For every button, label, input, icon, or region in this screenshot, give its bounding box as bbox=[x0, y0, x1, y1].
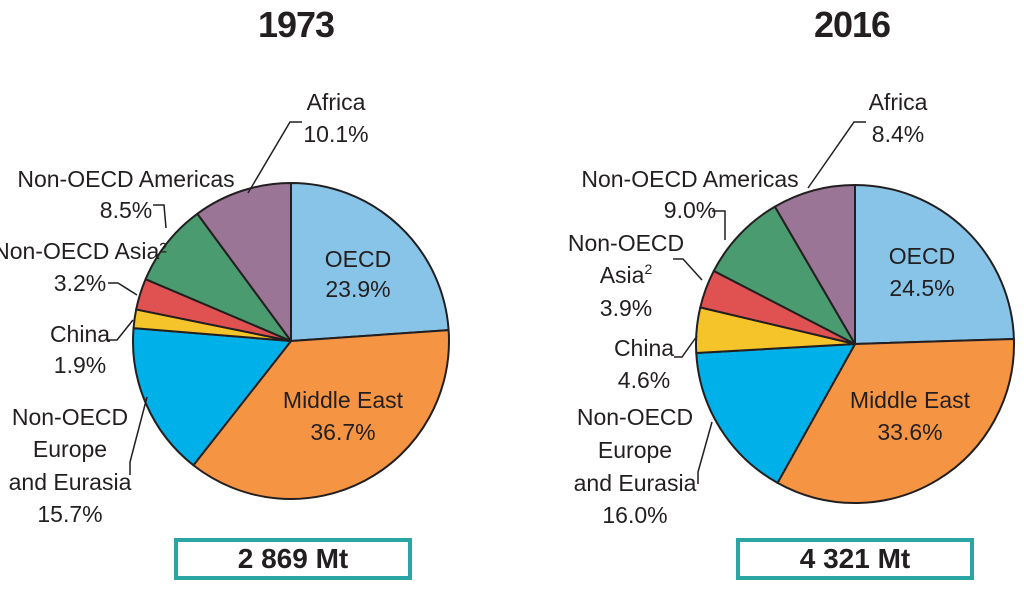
slice-label-non-oecd-europe-line3-2016: and Eurasia bbox=[574, 470, 697, 496]
leader-china-1973 bbox=[107, 319, 134, 341]
chart-title-1973: 1973 bbox=[257, 4, 335, 45]
slice-label-africa-2016: Africa bbox=[869, 89, 928, 115]
slice-value-non-oecd-americas-1973: 8.5% bbox=[100, 197, 152, 223]
pie-slice-oecd-2016 bbox=[854, 184, 1015, 345]
slice-value-oecd-1973: 23.9% bbox=[325, 276, 390, 302]
chart-title-2016: 2016 bbox=[813, 4, 891, 45]
leader-non-oecd-asia-1973 bbox=[108, 282, 138, 296]
pie-slice-oecd-1973 bbox=[290, 182, 450, 342]
slice-label-non-oecd-asia-text-1973: Non-OECD Asia² bbox=[0, 238, 167, 264]
slice-value-non-oecd-asia-2016: 3.9% bbox=[600, 295, 652, 321]
leader-non-oecd-asia-2016 bbox=[673, 258, 703, 281]
slice-label-non-oecd-asia-line2-2016: Asia2 bbox=[600, 261, 653, 288]
slice-value-non-oecd-asia-1973: 3.2% bbox=[54, 270, 106, 296]
leader-non-oecd-europe-1973 bbox=[129, 396, 148, 475]
slice-value-africa-1973: 10.1% bbox=[303, 121, 368, 147]
slice-label-middle-east-1973: Middle East bbox=[283, 387, 404, 413]
chart-2016: 2016 OECD 24.5% Middle East 33.6% Africa… bbox=[512, 0, 1024, 598]
slice-value-non-oecd-europe-1973: 15.7% bbox=[37, 501, 102, 527]
slice-label-non-oecd-americas-1973: Non-OECD Americas bbox=[17, 166, 234, 192]
slice-label-oecd-2016: OECD bbox=[889, 243, 955, 269]
total-box-2016: 4 321 Mt bbox=[736, 538, 974, 580]
slice-value-africa-2016: 8.4% bbox=[872, 121, 924, 147]
pie-2016: OECD 24.5% Middle East 33.6% Africa 8.4%… bbox=[568, 89, 1015, 528]
total-box-1973: 2 869 Mt bbox=[174, 538, 412, 580]
slice-label-non-oecd-europe-line3-1973: and Eurasia bbox=[9, 469, 132, 495]
pie-slice-middle-east-2016 bbox=[776, 338, 1015, 504]
slice-label-middle-east-2016: Middle East bbox=[850, 387, 971, 413]
slice-value-china-2016: 4.6% bbox=[618, 367, 670, 393]
slice-label-africa-1973: Africa bbox=[307, 89, 366, 115]
pie-slice-africa-1973 bbox=[196, 182, 292, 342]
slice-label-china-1973: China bbox=[50, 321, 110, 347]
slice-label-china-2016: China bbox=[614, 335, 674, 361]
pie-1973: OECD 23.9% Middle East 36.7% Africa 10.1… bbox=[0, 89, 450, 527]
leader-china-2016 bbox=[674, 335, 698, 358]
slice-value-china-1973: 1.9% bbox=[54, 352, 106, 378]
leader-non-oecd-americas-2016 bbox=[712, 210, 726, 240]
pie-slice-africa-2016 bbox=[773, 184, 856, 345]
slice-label-non-oecd-americas-2016: Non-OECD Americas bbox=[581, 166, 798, 192]
slice-label-non-oecd-europe-line2-2016: Europe bbox=[598, 437, 672, 463]
slice-label-non-oecd-europe-line1-1973: Non-OECD bbox=[12, 404, 128, 430]
leader-non-oecd-europe-2016 bbox=[697, 421, 713, 484]
slice-label-non-oecd-europe-line2-1973: Europe bbox=[33, 436, 107, 462]
slice-label-non-oecd-asia-1973: Non-OECD Asia² bbox=[0, 238, 167, 264]
pie-slice-non-oecd-americas-2016 bbox=[712, 205, 856, 345]
leader-africa-1973 bbox=[247, 121, 302, 194]
slice-value-middle-east-1973: 36.7% bbox=[310, 419, 375, 445]
pie-slice-non-oecd-europe-and-eurasia-1973 bbox=[132, 327, 292, 467]
leader-africa-2016 bbox=[807, 121, 866, 189]
slice-value-middle-east-2016: 33.6% bbox=[877, 419, 942, 445]
slice-label-non-oecd-europe-line1-2016: Non-OECD bbox=[577, 404, 693, 430]
slice-label-oecd-1973: OECD bbox=[325, 246, 391, 272]
slice-value-non-oecd-americas-2016: 9.0% bbox=[664, 197, 716, 223]
pie-slice-non-oecd-europe-and-eurasia-2016 bbox=[695, 343, 856, 484]
pie-slice-non-oecd-americas-1973 bbox=[144, 212, 292, 342]
slice-value-non-oecd-europe-2016: 16.0% bbox=[602, 502, 667, 528]
slice-value-oecd-2016: 24.5% bbox=[889, 275, 954, 301]
chart-1973: 1973 OECD 23.9% Middle East 36.7% Africa… bbox=[0, 4, 450, 580]
leader-non-oecd-americas-1973 bbox=[153, 204, 167, 229]
pie-slice-middle-east-1973 bbox=[192, 329, 450, 500]
slice-label-non-oecd-asia-line1-2016: Non-OECD bbox=[568, 230, 684, 256]
